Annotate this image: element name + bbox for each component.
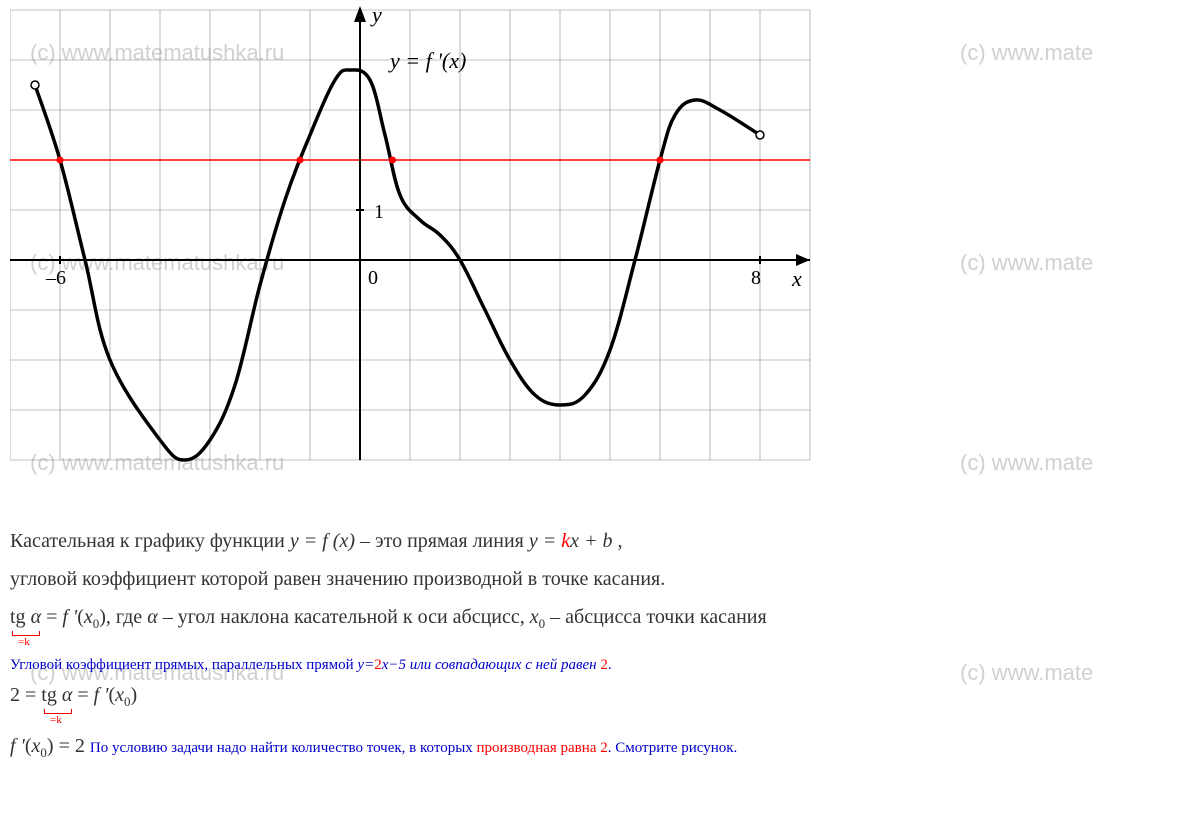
text: производная равна 2: [477, 740, 608, 756]
watermark-text: (c) www.mate: [960, 250, 1093, 276]
svg-text:y: y: [370, 2, 382, 27]
math: y = kx + b: [529, 530, 618, 552]
math: f '(x0) = 2: [10, 735, 85, 757]
text: Угловой коэффициент прямых, параллельных…: [10, 657, 357, 673]
explanation-line-6: f '(x0) = 2 По условию задачи надо найти…: [10, 735, 737, 761]
val: 2: [600, 657, 608, 673]
explanation-line-4: Угловой коэффициент прямых, параллельных…: [10, 657, 612, 674]
text: – это прямая линия: [360, 530, 529, 552]
watermark-text: (c) www.mate: [960, 450, 1093, 476]
page-container: (c) www.matematushka.ru(c) www.matematus…: [0, 0, 1200, 818]
var: y: [529, 530, 538, 552]
svg-text:1: 1: [374, 201, 384, 223]
var: x: [339, 530, 348, 552]
chart-area: y x y = f '(x) –6 0 8 1: [10, 0, 860, 515]
svg-text:–6: –6: [45, 267, 66, 289]
text: Касательная к графику функции: [10, 530, 290, 552]
var: f: [322, 530, 333, 552]
val: 2: [374, 657, 382, 673]
text: угловой коэффициент которой равен значен…: [10, 568, 665, 590]
text: x−5 или совпадающих с ней равен: [382, 657, 601, 673]
explanation-line-3: tg α = f '(x0), где α – угол наклона кас…: [10, 606, 767, 632]
svg-text:0: 0: [368, 267, 378, 289]
text: . Смотрите рисунок.: [608, 740, 738, 756]
math: 2 = tg α = f '(x0): [10, 684, 137, 706]
var-k: k: [561, 530, 570, 552]
under-label: =k: [50, 714, 62, 726]
var: x: [570, 530, 579, 552]
explanation-line-2: угловой коэффициент которой равен значен…: [10, 568, 665, 591]
var: y=: [357, 657, 374, 673]
var: y: [290, 530, 299, 552]
watermark-text: (c) www.mate: [960, 40, 1093, 66]
explanation-line-1: Касательная к графику функции y = f (x) …: [10, 530, 623, 553]
chart-svg: y x y = f '(x) –6 0 8 1: [10, 0, 860, 510]
under-label: =k: [18, 636, 30, 648]
text: где α – угол наклона касательной к оси а…: [116, 606, 767, 628]
explanation-line-5: 2 = tg α = f '(x0): [10, 684, 137, 710]
svg-text:8: 8: [751, 267, 761, 289]
math: y = f (x): [290, 530, 360, 552]
watermark-text: (c) www.mate: [960, 660, 1093, 686]
var: b: [603, 530, 613, 552]
math: tg α = f '(x0),: [10, 606, 111, 628]
svg-text:x: x: [791, 266, 802, 291]
text: ,: [618, 530, 623, 552]
text: .: [608, 657, 612, 673]
text: По условию задачи надо найти количество …: [90, 740, 477, 756]
svg-text:y = f '(x): y = f '(x): [388, 48, 466, 73]
